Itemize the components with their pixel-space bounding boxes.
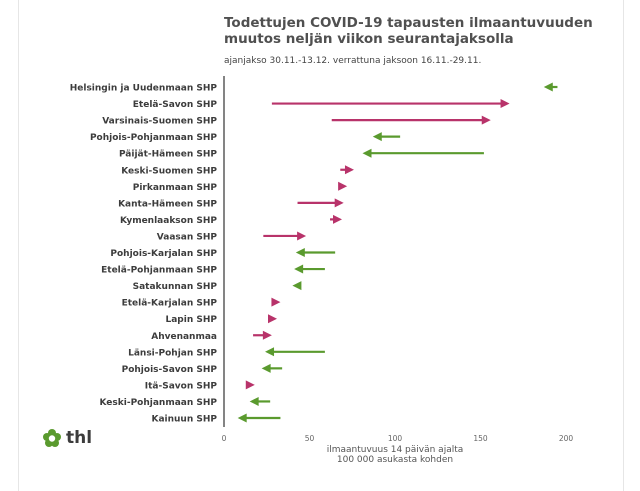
x-axis-title: ilmaantuvuus 14 päivän ajalta (327, 445, 464, 455)
arrow-head-decrease (292, 281, 302, 291)
category-label: Pirkanmaan SHP (133, 183, 218, 193)
thl-logo: thl (42, 428, 92, 448)
arrow-head-increase (481, 115, 491, 125)
x-tick-label: 200 (559, 434, 574, 443)
arrow-head-increase (344, 165, 354, 175)
arrow-head-decrease (295, 248, 305, 257)
arrow-head-decrease (237, 413, 247, 423)
arrow-head-decrease (265, 347, 275, 357)
category-label: Varsinais-Suomen SHP (102, 117, 217, 127)
category-label: Vaasan SHP (157, 232, 218, 242)
category-label: Pohjois-Savon SHP (122, 365, 218, 375)
category-label: Pohjois-Pohjanmaan SHP (90, 133, 217, 143)
category-label: Satakunnan SHP (133, 282, 218, 292)
x-tick-label: 150 (473, 434, 488, 443)
chart-title: Todettujen COVID-19 tapausten ilmaantuvu… (224, 15, 593, 47)
chart-frame (18, 0, 624, 491)
x-tick-label: 0 (222, 434, 227, 443)
logo-text: thl (66, 428, 93, 448)
arrow-head-increase (268, 314, 278, 324)
category-label: Keski-Pohjanmaan SHP (99, 398, 217, 408)
category-label: Helsingin ja Uudenmaan SHP (70, 84, 218, 94)
category-label: Kanta-Hämeen SHP (118, 199, 217, 209)
category-label: Lapin SHP (166, 315, 218, 325)
arrow-head-decrease (543, 82, 553, 92)
category-label: Länsi-Pohjan SHP (128, 348, 217, 358)
arrow-head-decrease (372, 132, 382, 142)
category-label: Kainuun SHP (151, 415, 217, 425)
arrow-head-decrease (362, 148, 372, 158)
arrow-head-increase (332, 214, 342, 224)
category-label: Etelä-Pohjanmaan SHP (101, 266, 217, 276)
category-label: Kymenlaakson SHP (120, 216, 217, 226)
category-label: Keski-Suomen SHP (121, 166, 217, 176)
arrow-head-increase (297, 231, 307, 241)
arrow-head-increase (500, 99, 510, 109)
flower-icon (43, 429, 61, 447)
chart-subtitle: ajanjakso 30.11.-13.12. verrattuna jakso… (224, 56, 482, 66)
arrow-head-increase (245, 380, 255, 390)
category-label: Etelä-Savon SHP (133, 100, 218, 110)
category-label: Pohjois-Karjalan SHP (110, 249, 217, 259)
arrow-head-decrease (261, 363, 271, 373)
arrow-head-increase (338, 181, 348, 191)
arrow-head-increase (334, 198, 344, 208)
arrow-head-decrease (294, 264, 304, 274)
category-label: Itä-Savon SHP (145, 381, 218, 391)
x-tick-label: 50 (305, 434, 315, 443)
arrow-head-decrease (249, 396, 259, 406)
x-axis-title: 100 000 asukasta kohden (337, 455, 453, 465)
arrow-head-increase (262, 330, 272, 340)
x-tick-label: 100 (388, 434, 403, 443)
category-label: Etelä-Karjalan SHP (122, 299, 218, 309)
category-label: Ahvenanmaa (151, 332, 217, 342)
arrow-head-increase (271, 297, 281, 307)
category-label: Päijät-Hämeen SHP (119, 150, 217, 160)
